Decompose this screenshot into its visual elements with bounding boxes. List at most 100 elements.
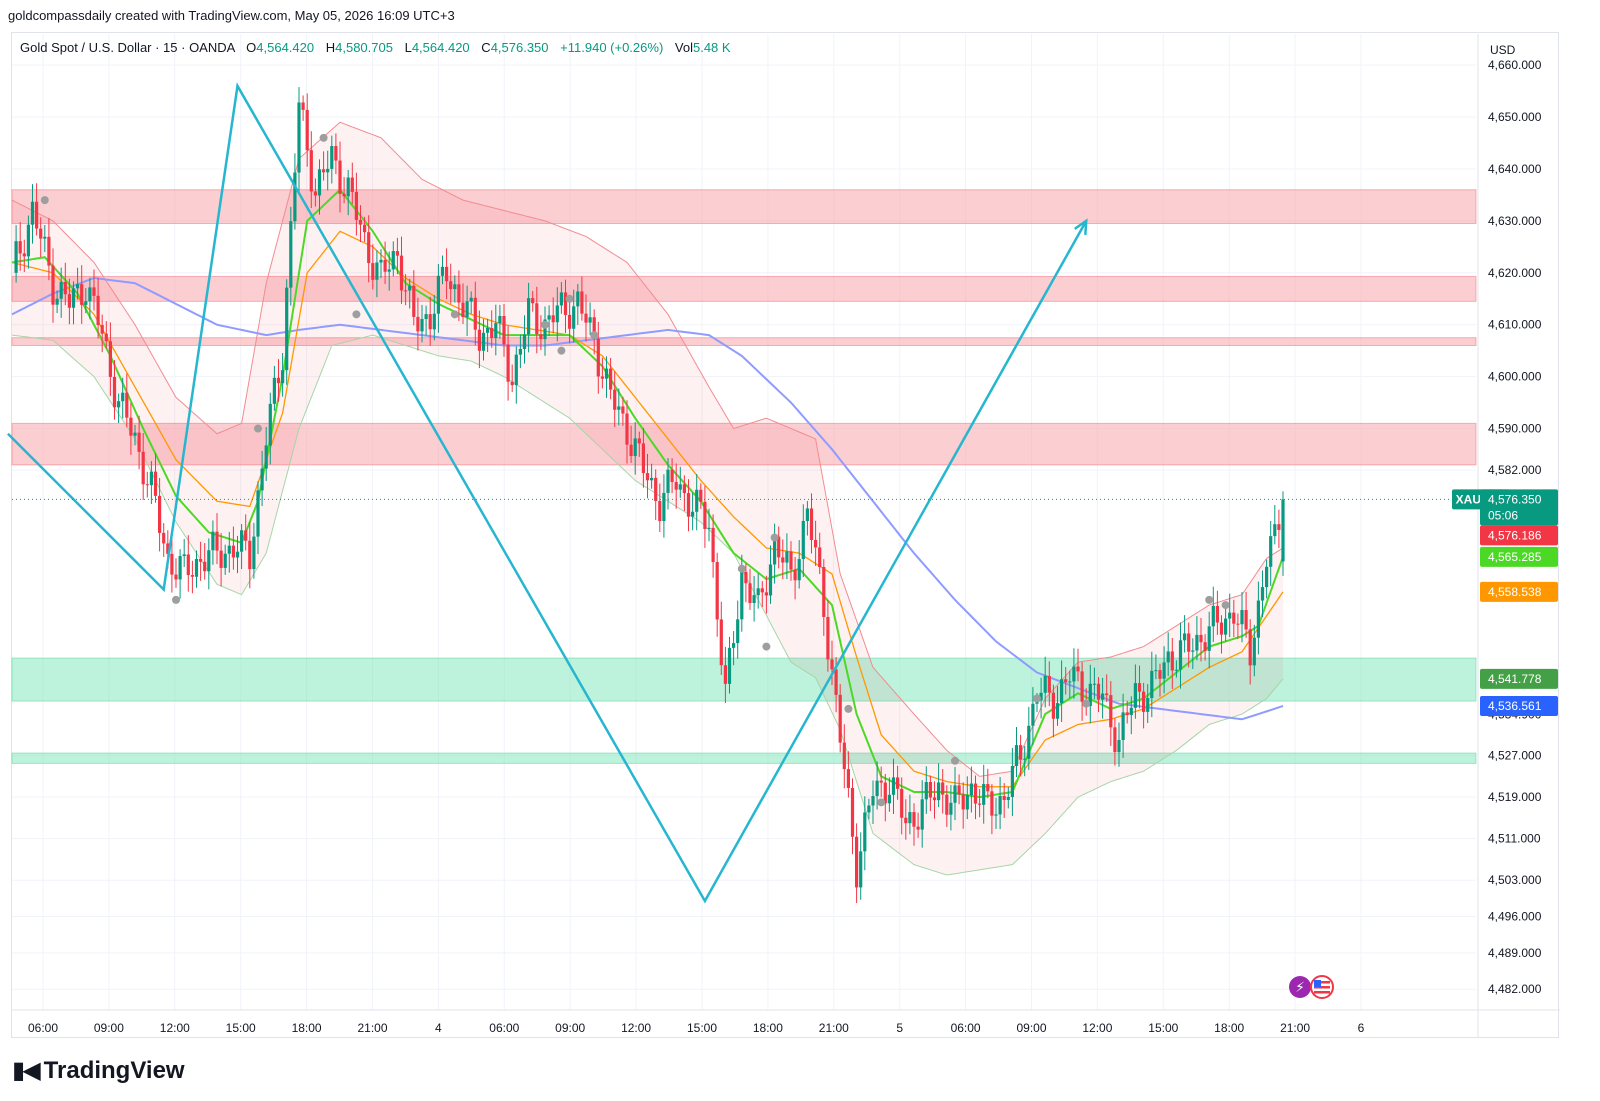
candle-body (1121, 712, 1125, 740)
candle-body (629, 444, 633, 457)
axis-layer[interactable]: 4,660.000 4,650.000 4,640.000 4,630.000 4,62… (12, 34, 1560, 1038)
candle-body (551, 315, 555, 323)
tradingview-logo[interactable]: ▮◀ TradingView (12, 1056, 185, 1085)
y-tick-label: 4,496.000 (1488, 910, 1542, 924)
candle-body (1248, 629, 1252, 666)
ma-long-line (11, 276, 1284, 721)
candle-body (568, 314, 572, 329)
candle-body (1162, 662, 1166, 679)
candle-body (1051, 692, 1055, 719)
fractal-dot (254, 424, 262, 433)
event-icon-layer[interactable]: ⚡ (1289, 975, 1334, 999)
candle-body (149, 471, 153, 486)
zigzag-trendline[interactable] (7, 82, 1088, 904)
x-tick-label: 18:00 (753, 1021, 783, 1035)
candle-body (67, 294, 71, 308)
candle-body (92, 287, 96, 296)
candle-body (1113, 727, 1117, 753)
candle-body (80, 284, 84, 305)
candle-body (785, 551, 789, 563)
candle-body (576, 291, 580, 307)
candle-body (194, 559, 199, 577)
x-tick-label: 21:00 (1280, 1021, 1310, 1035)
candle-body (1142, 691, 1146, 712)
candle-body (1105, 693, 1109, 696)
candle-body (1244, 610, 1248, 630)
low-value: 4,564.420 (411, 40, 470, 55)
candle-body (276, 377, 281, 384)
candle-body (473, 297, 477, 330)
candle-body (1187, 633, 1191, 652)
fractal-dot (877, 798, 886, 807)
candle-body (645, 473, 650, 481)
us-flag-stripe (1314, 991, 1330, 994)
fractal-dot (541, 320, 549, 329)
candle-body (235, 551, 240, 558)
y-tick-label: 4,660.000 (1488, 58, 1542, 72)
candle-body (55, 298, 59, 305)
candle-body (539, 334, 543, 340)
candle-body (125, 392, 129, 418)
x-tick-label: 21:00 (357, 1021, 387, 1035)
candle-body (84, 301, 88, 305)
price-tag-layer: XAUUSD4,576.35005:064,576.1864,565.2854,… (12, 489, 1558, 716)
candle-body (1191, 650, 1195, 652)
fractal-dot (762, 642, 771, 651)
candle-body (801, 520, 805, 560)
candle-body (211, 531, 215, 551)
candle-body (777, 536, 781, 558)
candle-body (928, 782, 932, 798)
us-flag-stripe (1314, 981, 1330, 984)
currency-label[interactable]: USD (1490, 43, 1516, 57)
candle-body (391, 251, 395, 270)
candle-body (543, 319, 547, 340)
candle-body (1265, 566, 1269, 588)
candle-body (453, 284, 457, 290)
indicator-price-tag-value: 4,541.778 (1488, 672, 1542, 686)
support-zone (11, 657, 1477, 702)
indicator-price-tag-value: 4,536.561 (1488, 699, 1542, 713)
candle-body (559, 292, 563, 306)
candle-body (842, 742, 846, 770)
candle-body (63, 281, 67, 295)
lightning-event-icon[interactable] (1289, 976, 1311, 998)
y-tick-label: 4,650.000 (1488, 110, 1542, 124)
y-tick-label: 4,482.000 (1488, 982, 1542, 996)
candle-body (76, 284, 80, 289)
candle-body (855, 836, 859, 888)
candle-body (186, 554, 190, 576)
candle-body (1170, 651, 1174, 671)
candle-body (244, 530, 248, 541)
candle-body (395, 251, 399, 256)
candle-body (1047, 675, 1051, 693)
fractal-dot (40, 196, 49, 205)
candle-body (1031, 703, 1035, 726)
candle-body (527, 298, 531, 335)
ema-fast-line (11, 188, 1284, 799)
candle-body (43, 236, 47, 239)
candle-layer (14, 87, 1285, 904)
us-flag-canton (1314, 980, 1321, 987)
candle-body (59, 281, 63, 299)
candle-body (703, 501, 707, 529)
candle-body (207, 550, 211, 572)
x-tick-label: 6 (1358, 1021, 1365, 1035)
trendline-layer[interactable] (7, 82, 1088, 904)
fractal-dot (352, 310, 361, 319)
candle-body (891, 777, 896, 795)
fractal-dot (844, 704, 853, 713)
candle-body (1273, 524, 1277, 537)
candle-body (846, 769, 850, 788)
trendline-arrowhead[interactable] (1074, 218, 1088, 235)
candle-body (859, 851, 863, 888)
x-tick-label: 15:00 (1148, 1021, 1178, 1035)
candle-body (420, 319, 424, 332)
candle-body (822, 567, 826, 617)
candle-body (1199, 634, 1203, 643)
candle-body (436, 275, 440, 314)
candle-body (399, 255, 404, 291)
candle-body (334, 146, 338, 161)
candle-body (748, 583, 752, 604)
candle-body (555, 305, 559, 323)
